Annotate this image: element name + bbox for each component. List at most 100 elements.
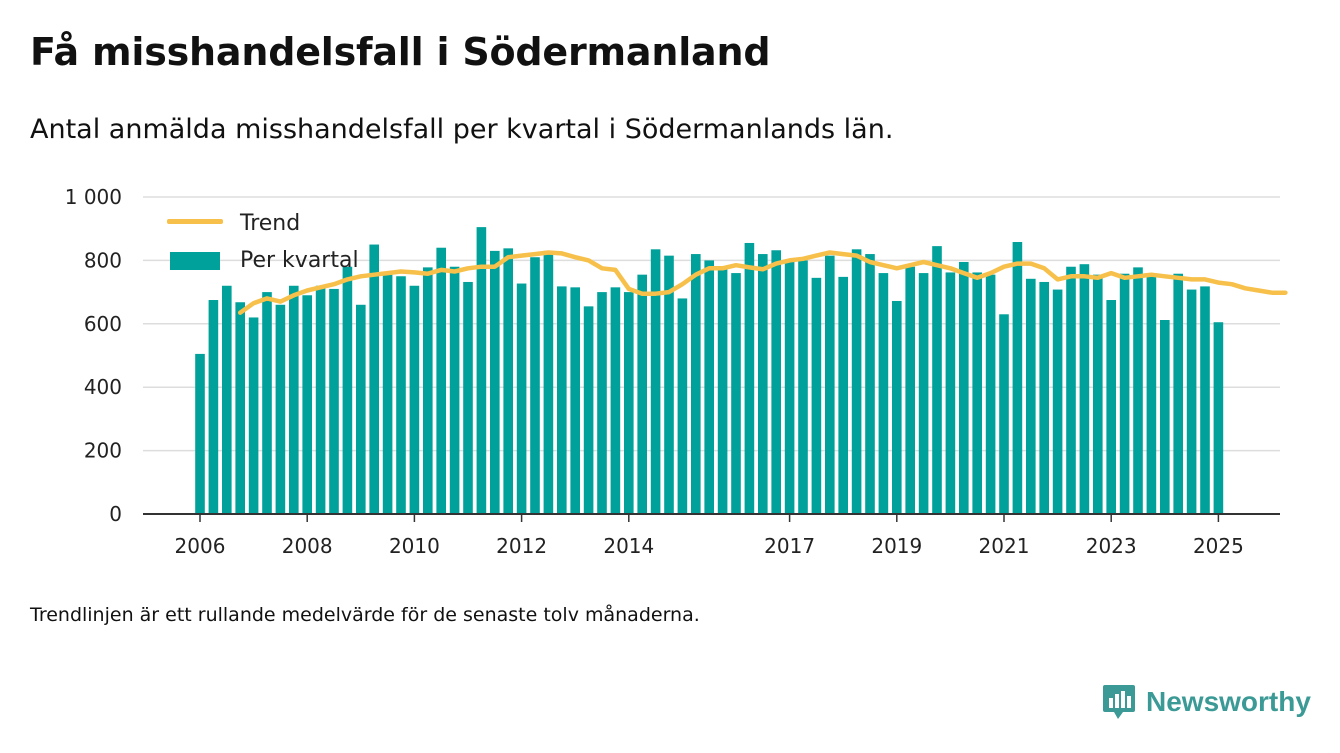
bar <box>637 274 647 514</box>
bar <box>490 250 500 514</box>
bar <box>503 248 513 514</box>
bar <box>717 268 728 514</box>
bar <box>557 286 567 514</box>
x-tick-label: 2023 <box>1086 534 1137 558</box>
bar <box>865 254 875 514</box>
y-tick-label: 0 <box>109 502 122 526</box>
x-tick-label: 2012 <box>496 534 547 558</box>
bar <box>1012 242 1023 514</box>
bar <box>597 292 607 514</box>
bar <box>798 260 808 514</box>
bar <box>369 244 379 515</box>
bar <box>1200 286 1210 514</box>
legend-bar-swatch <box>170 252 220 270</box>
bar <box>382 271 393 514</box>
y-tick-label: 200 <box>84 439 122 463</box>
bar <box>932 246 942 514</box>
y-tick-label: 1 000 <box>65 185 122 209</box>
bar <box>449 266 460 514</box>
bar <box>342 266 353 514</box>
bar <box>838 276 848 514</box>
bar <box>771 250 781 514</box>
bar <box>918 273 929 514</box>
x-tick-label: 2006 <box>175 534 226 558</box>
bar <box>1146 273 1157 514</box>
bar <box>396 276 406 514</box>
bar <box>731 273 741 514</box>
bar <box>892 300 902 514</box>
y-tick-label: 400 <box>84 375 122 399</box>
x-tick-label: 2021 <box>979 534 1030 558</box>
bar <box>677 298 688 514</box>
bar <box>691 254 701 514</box>
x-axis-tick-labels: 2006 2008 2010 2012 2014 2017 2019 2021 2023 2025 <box>175 514 1244 558</box>
bar <box>195 353 205 514</box>
bar <box>583 306 594 514</box>
bar <box>1160 320 1170 514</box>
x-tick-label: 2017 <box>764 534 815 558</box>
bar <box>1186 289 1197 514</box>
x-tick-label: 2025 <box>1193 534 1244 558</box>
bar <box>222 285 232 514</box>
bar <box>1133 267 1143 514</box>
legend-trend-swatch <box>167 219 223 224</box>
bar <box>530 257 540 514</box>
bar <box>1039 281 1049 514</box>
bar <box>543 250 554 514</box>
bar <box>959 261 969 514</box>
bar <box>650 249 661 514</box>
bar <box>1066 266 1076 514</box>
x-tick-label: 2014 <box>603 534 654 558</box>
bar <box>289 285 299 514</box>
bar <box>999 314 1009 514</box>
chart-title: Få misshandelsfall i Södermanland <box>30 30 771 74</box>
bar <box>436 247 446 514</box>
bar <box>329 288 339 514</box>
bar <box>1119 273 1130 514</box>
bar-series <box>195 227 1224 515</box>
bar <box>208 300 219 514</box>
chart-subtitle: Antal anmälda misshandelsfall per kvarta… <box>30 114 894 145</box>
footnote: Trendlinjen är ett rullande medelvärde f… <box>30 604 700 626</box>
brand-name: Newsworthy <box>1146 686 1311 717</box>
bar <box>248 317 259 514</box>
bar <box>1106 300 1116 514</box>
bar <box>664 255 674 514</box>
legend: Trend Per kvartal <box>167 211 359 273</box>
bar <box>423 267 433 514</box>
x-tick-label: 2019 <box>871 534 922 558</box>
trend-line <box>237 250 1288 315</box>
bar <box>356 304 366 514</box>
bar <box>409 285 420 514</box>
bar <box>624 292 634 514</box>
bar <box>476 227 487 514</box>
bar <box>1052 289 1063 514</box>
legend-bar-label: Per kvartal <box>240 248 359 273</box>
x-tick-label: 2010 <box>389 534 440 558</box>
bar <box>985 274 996 514</box>
y-tick-label: 600 <box>84 312 122 336</box>
y-tick-label: 800 <box>84 248 122 272</box>
bar <box>905 266 915 514</box>
bar <box>878 273 889 514</box>
y-axis-tick-labels: 0 200 400 600 800 1 000 <box>65 185 122 526</box>
bar <box>235 302 245 514</box>
bar <box>758 254 768 514</box>
bar <box>516 283 527 514</box>
bar <box>275 304 286 514</box>
bar <box>851 249 862 514</box>
bar <box>825 255 835 514</box>
bar <box>610 287 621 514</box>
bar <box>302 295 312 514</box>
bar <box>1026 278 1036 514</box>
bar <box>945 272 956 514</box>
brand-logo: Newsworthy <box>1102 680 1311 724</box>
bar <box>1079 264 1090 514</box>
bar <box>744 242 755 514</box>
bar <box>1093 274 1103 514</box>
bar <box>784 261 795 514</box>
legend-trend-label: Trend <box>239 211 300 236</box>
bar <box>463 281 473 514</box>
bar <box>972 272 982 514</box>
